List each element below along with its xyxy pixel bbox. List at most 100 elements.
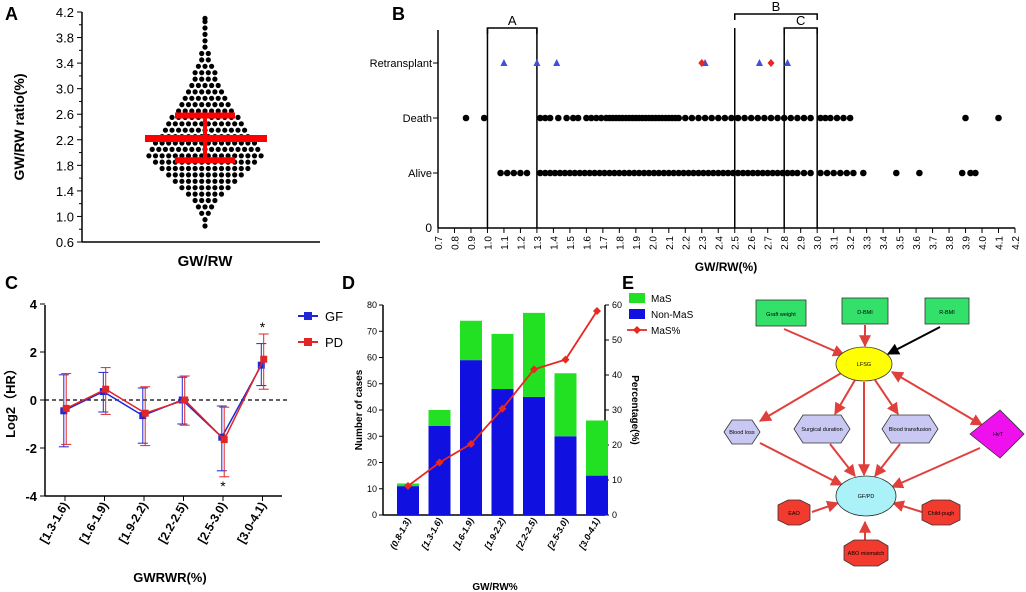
panel-b-xtick-label: 1.2 [516, 236, 527, 250]
panel-a-point [209, 146, 215, 152]
panel-d-ytick-label: 80 [367, 300, 377, 310]
panel-c-significance-star: * [220, 478, 226, 494]
panel-b-xtick-label: 2.0 [648, 236, 659, 250]
panel-b-death-point [695, 114, 702, 122]
panel-a-ytick-label: 2.2 [56, 133, 74, 148]
panel-a-point [218, 172, 225, 178]
node-blood-loss-label: Blood loss [729, 430, 755, 436]
panel-a-point [185, 172, 192, 178]
panel-label-d: D [342, 273, 355, 293]
panel-a-point [212, 89, 218, 95]
panel-a-point [218, 191, 225, 197]
panel-a-point [235, 127, 241, 133]
panel-b-xtick-label: 0.8 [450, 236, 461, 250]
panel-b-alive-point [616, 169, 623, 177]
panel-a-point [199, 50, 205, 57]
panel-b-alive-point [685, 169, 692, 177]
panel-a-point [189, 82, 195, 89]
panel-b-death-point [593, 114, 600, 122]
panel-b-death-point [754, 114, 762, 122]
panel-d-ytick-label: 30 [367, 431, 377, 441]
panel-b-alive-point [744, 169, 752, 177]
panel-d-percentage-point [435, 458, 444, 467]
panel-b-category-label: Retransplant [370, 58, 432, 70]
panel-b-death-point [574, 114, 582, 122]
panel-a-point [202, 38, 208, 44]
panel-b-y-zero: 0 [425, 221, 432, 235]
panel-d-xtick-label: [2.5-3.0) [545, 516, 570, 552]
panel-b-alive-point [749, 169, 757, 177]
panel-a-point [192, 89, 198, 95]
panel-d-bar-mas [460, 320, 482, 361]
panel-d-bar-mas [491, 333, 514, 389]
panel-b-death-point [747, 114, 755, 122]
panel-a-point [205, 185, 211, 191]
panel-d-bar-mas [428, 410, 451, 426]
panel-a-point [169, 114, 175, 120]
panel-b-group-lines [486, 28, 818, 228]
panel-b-alive-point [645, 169, 653, 177]
panel-c-xtick-label: [1.9-2.2) [116, 500, 151, 546]
panel-b-xtick-label: 0.9 [467, 236, 478, 250]
panel-b: B 0 Retransplant Death Alive A B C 0.7 0.8 0.9… [370, 0, 1022, 274]
panel-a-point [202, 15, 208, 21]
panel-b-death-point [962, 114, 969, 122]
node-r-bmi: R-BMI [924, 297, 970, 325]
node-eao-label: EAO [788, 511, 800, 517]
panel-a-point [172, 121, 178, 127]
panel-b-alive-point [764, 169, 771, 177]
panel-a-point [146, 153, 152, 159]
panel-b-alive-point [680, 169, 687, 177]
panel-d-legend-swatch [629, 309, 645, 319]
panel-c-xtick-label: [2.2-2.5) [155, 500, 190, 546]
panel-a-point [232, 172, 238, 178]
panel-a-point [228, 146, 234, 152]
panel-b-alive-point [789, 169, 796, 177]
panel-a-point [182, 95, 188, 101]
panel-b-bracket-A [486, 27, 538, 34]
panel-a-point [225, 185, 231, 191]
panel-a-point [179, 102, 185, 108]
panel-b-xtick-label: 3.1 [830, 236, 841, 250]
panel-b-alive-point [784, 169, 791, 177]
panel-b-alive-point [719, 169, 727, 177]
panel-c-y-title: Log2（HR） [3, 362, 18, 438]
panel-a-point [228, 108, 234, 114]
panel-a-point [149, 146, 155, 152]
panel-a-point [255, 146, 261, 152]
node-abo-mismatch-label: ABO mismatch [848, 551, 885, 557]
panel-d-y2tick-label: 0 [612, 510, 617, 520]
panel-b-xtick-label: 1.5 [566, 236, 577, 250]
panel-d-legend: MaS Non-MaS MaS% [627, 293, 694, 337]
panel-b-death-point [675, 114, 682, 122]
panel-c-point-PD [102, 385, 110, 393]
diagram-edges [758, 325, 984, 540]
panel-b-alive-point [739, 169, 747, 177]
panel-a-point [225, 153, 231, 159]
panel-a-point [215, 95, 221, 101]
edge-childpugh-gfpd [891, 500, 923, 513]
panel-b-xtick-label: 2.1 [665, 236, 676, 250]
panel-a-point [185, 178, 192, 184]
panel-d-y2tick-label: 50 [612, 335, 622, 345]
panel-b-death-point [774, 114, 781, 122]
panel-b-alive-point [551, 169, 559, 177]
panel-b-alive-point [630, 169, 638, 177]
edge-hvt-gfpd [890, 447, 981, 489]
panel-b-alive-point [546, 169, 554, 177]
panel-d-ytick-label: 10 [367, 484, 377, 494]
panel-a-point [162, 146, 168, 152]
panel-b-death-point [715, 114, 722, 122]
panel-a-point [189, 127, 195, 133]
panel-a-point [238, 172, 244, 178]
panel-a-point [212, 102, 218, 108]
panel-a-point [192, 121, 198, 127]
panel-b-xtick-label: 1.0 [483, 236, 494, 250]
panel-b-xtick-label: 3.9 [962, 236, 973, 250]
panel-a-iqr-bar [203, 115, 207, 161]
panel-a-point [172, 178, 178, 184]
panel-b-retransplant-triangle [533, 59, 541, 66]
panel-c-legend-marker-PD [304, 338, 312, 346]
panel-a-point [212, 185, 218, 191]
panel-a-point [185, 121, 192, 127]
